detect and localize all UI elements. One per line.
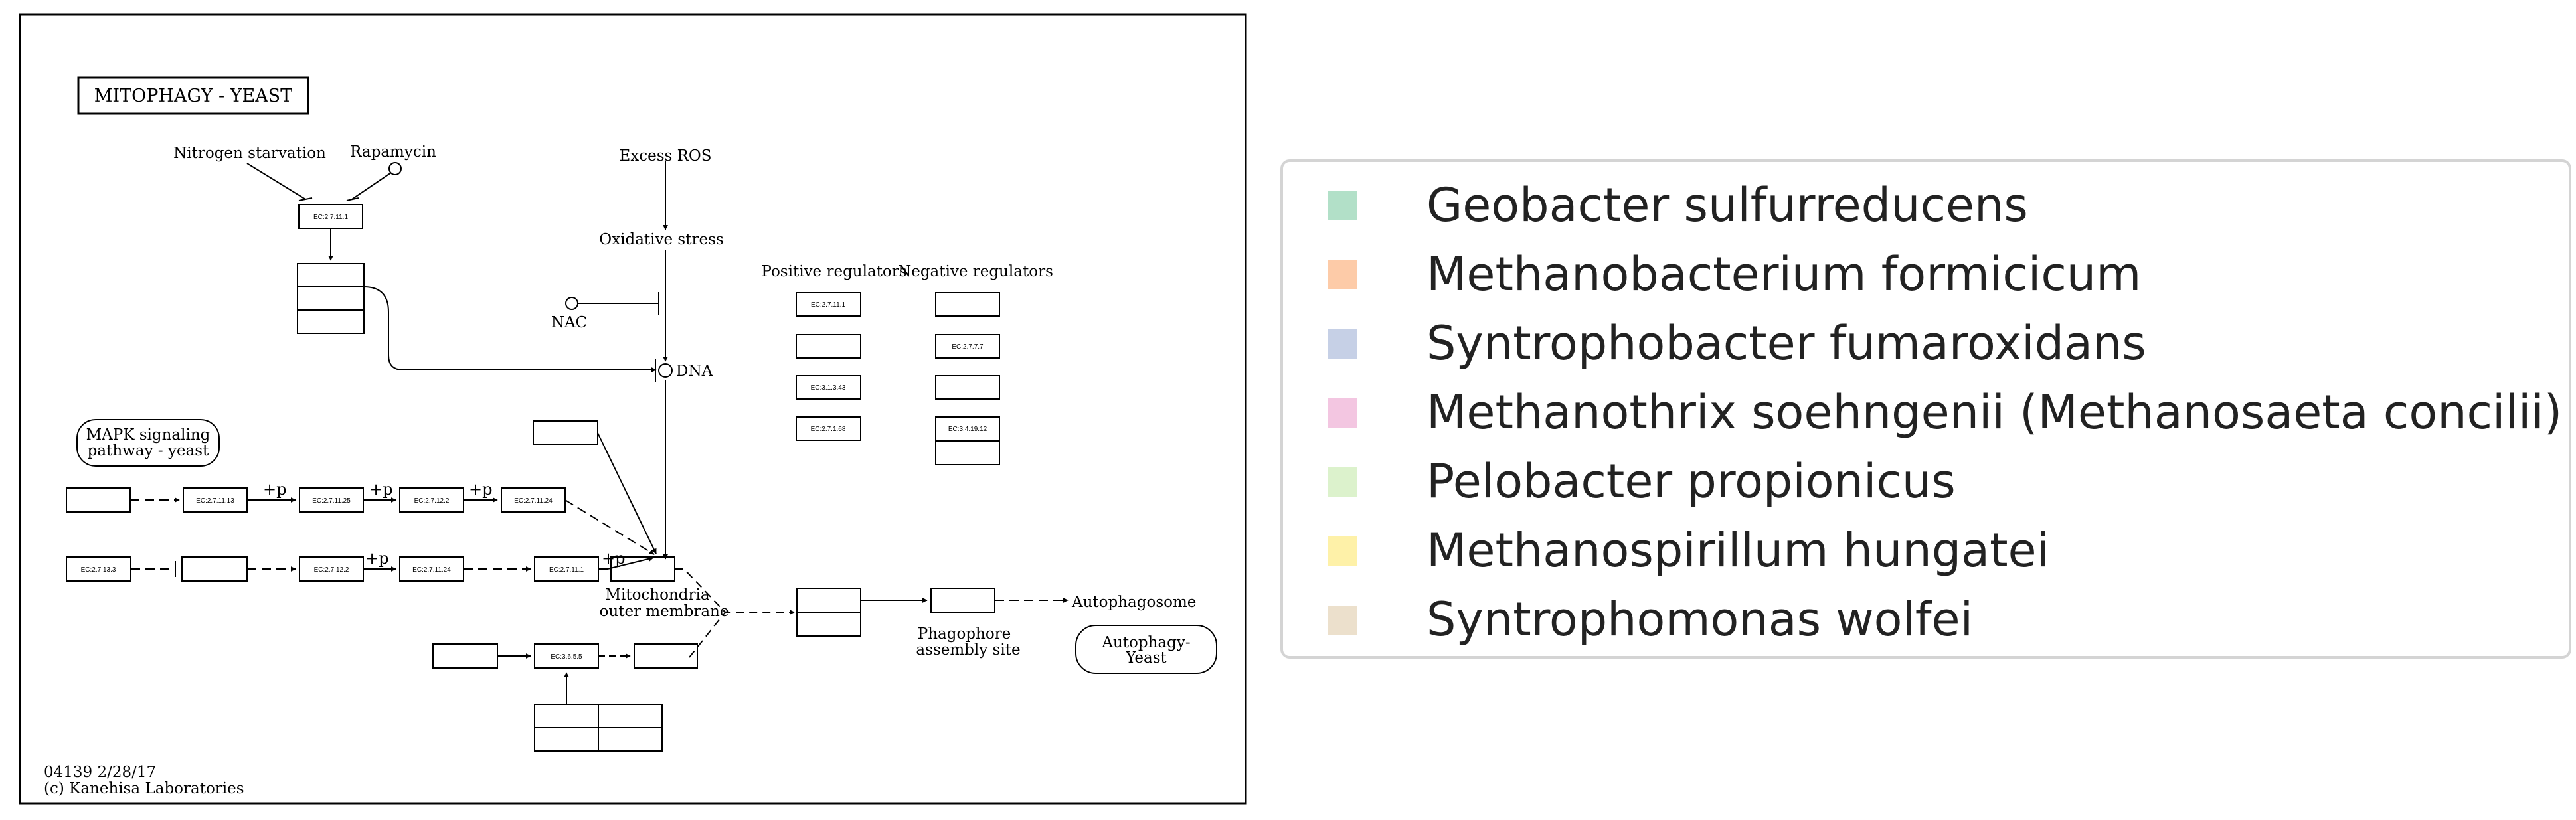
footer-code: 04139 2/28/17 (44, 764, 156, 781)
gene-box-pos-2[interactable] (796, 334, 861, 359)
legend-swatch (1328, 606, 1357, 635)
mapk-pathway-link[interactable] (76, 419, 220, 467)
gene-box-neg-3[interactable] (935, 375, 1000, 400)
gene-box-mapk-0[interactable] (66, 487, 131, 513)
ec-label-pos-4: EC:2.7.1.68 (811, 426, 846, 433)
legend-item: Geobacter sulfurreducens (1283, 169, 2569, 238)
legend: Geobacter sulfurreducens Methanobacteriu… (1280, 159, 2571, 659)
phospho-label: +p (369, 480, 392, 499)
nac-label: NAC (551, 314, 587, 331)
legend-label: Syntrophomonas wolfei (1426, 592, 1974, 647)
ec-label-pos-1: EC:2.7.11.1 (811, 301, 846, 309)
ec-label-row2-1: EC:2.7.13.3 (81, 566, 116, 574)
ec-label-row2-5: EC:2.7.11.1 (549, 566, 584, 574)
footer-copyright: (c) Kanehisa Laboratories (44, 780, 244, 797)
ec-label-mapk-2: EC:2.7.11.25 (312, 497, 351, 505)
dna-circle (658, 363, 673, 378)
autophagy-pathway-label-1: Autophagy- (1101, 634, 1190, 651)
ec-box-pos-4[interactable] (796, 416, 861, 441)
nitrogen-starvation-label: Nitrogen starvation (173, 145, 326, 162)
gene-box-row2-2[interactable] (181, 556, 248, 582)
legend-item: Methanospirillum hungatei (1283, 514, 2569, 583)
ec-box-tor[interactable] (298, 204, 363, 229)
ec-box-neg-2[interactable] (935, 334, 1000, 359)
kegg-pathway-diagram: MITOPHAGY - YEAST Nitrogen starvation Ra… (19, 13, 1247, 805)
ec-label-protease: EC:3.6.5.5 (551, 653, 582, 661)
excess-ros-label: Excess ROS (619, 147, 711, 165)
mapk-pathway-label-2: pathway - yeast (88, 442, 209, 459)
negative-regulators-label: Negative regulators (898, 263, 1053, 280)
legend-swatch (1328, 536, 1357, 566)
ec-label-row2-4: EC:2.7.11.24 (412, 566, 451, 574)
ec-label-row2-3: EC:2.7.12.2 (314, 566, 349, 574)
gene-box-prot-1[interactable] (432, 643, 498, 669)
legend-label: Methanothrix soehngenii (Methanosaeta co… (1426, 385, 2563, 440)
phospho-label: +p (365, 549, 388, 568)
dna-label: DNA (676, 363, 713, 380)
rapamycin-circle (388, 162, 402, 175)
gene-box-prot-3[interactable] (634, 643, 698, 669)
gene-box-neg-1[interactable] (935, 292, 1000, 317)
oxidative-stress-label: Oxidative stress (599, 231, 723, 248)
autophagy-pathway-link[interactable] (1075, 625, 1217, 674)
ec-box-pos-1[interactable] (796, 292, 861, 317)
ec-label-tor: EC:2.7.11.1 (313, 214, 349, 221)
gene-box-phagophore-2[interactable] (930, 588, 995, 613)
legend-label: Methanospirillum hungatei (1426, 523, 2050, 578)
ec-label-mapk-3: EC:2.7.12.2 (414, 497, 450, 505)
legend-swatch (1328, 329, 1357, 359)
legend-item: Methanothrix soehngenii (Methanosaeta co… (1283, 376, 2569, 445)
rapamycin-label: Rapamycin (350, 143, 436, 161)
mito-membrane-label-1: Mitochondria (605, 586, 709, 604)
diagram-frame (19, 13, 1247, 805)
legend-swatch (1328, 467, 1357, 497)
ec-label-mapk-1: EC:2.7.11.13 (196, 497, 234, 505)
nac-circle (565, 297, 578, 310)
diagram-title: MITOPHAGY - YEAST (94, 86, 292, 106)
ec-label-pos-3: EC:3.1.3.43 (811, 384, 846, 392)
legend-item: Syntrophobacter fumaroxidans (1283, 307, 2569, 376)
title-box (77, 76, 309, 115)
gene-box-upper[interactable] (533, 420, 598, 445)
legend-label: Geobacter sulfurreducens (1426, 178, 2028, 232)
autophagosome-label: Autophagosome (1071, 594, 1196, 611)
ec-label-mapk-4: EC:2.7.11.24 (514, 497, 553, 505)
ec-box-pos-3[interactable] (796, 375, 861, 400)
phospho-label: +p (469, 480, 492, 499)
phagophore-label-2: assembly site (916, 641, 1020, 659)
ec-label-neg-2: EC:2.7.7.7 (952, 343, 984, 351)
phospho-label: +p (263, 480, 286, 499)
mapk-pathway-label-1: MAPK signaling (86, 426, 211, 444)
legend-item: Methanobacterium formicicum (1283, 238, 2569, 307)
legend-item: Pelobacter propionicus (1283, 445, 2569, 514)
legend-swatch (1328, 398, 1357, 428)
legend-label: Methanobacterium formicicum (1426, 247, 2142, 301)
positive-regulators-label: Positive regulators (761, 263, 906, 280)
ec-label-neg-4: EC:3.4.19.12 (948, 426, 987, 433)
legend-item: Syntrophomonas wolfei (1283, 583, 2569, 652)
legend-label: Syntrophobacter fumaroxidans (1426, 316, 2146, 370)
autophagy-pathway-label-2: Yeast (1125, 649, 1167, 667)
legend-label: Pelobacter propionicus (1426, 454, 1956, 509)
legend-swatch (1328, 191, 1357, 220)
gene-box-complex[interactable] (297, 263, 365, 334)
legend-swatch (1328, 260, 1357, 289)
phagophore-label-1: Phagophore (918, 625, 1011, 643)
mito-membrane-label-2: outer membrane (600, 603, 729, 620)
phospho-label: +p (602, 549, 625, 568)
